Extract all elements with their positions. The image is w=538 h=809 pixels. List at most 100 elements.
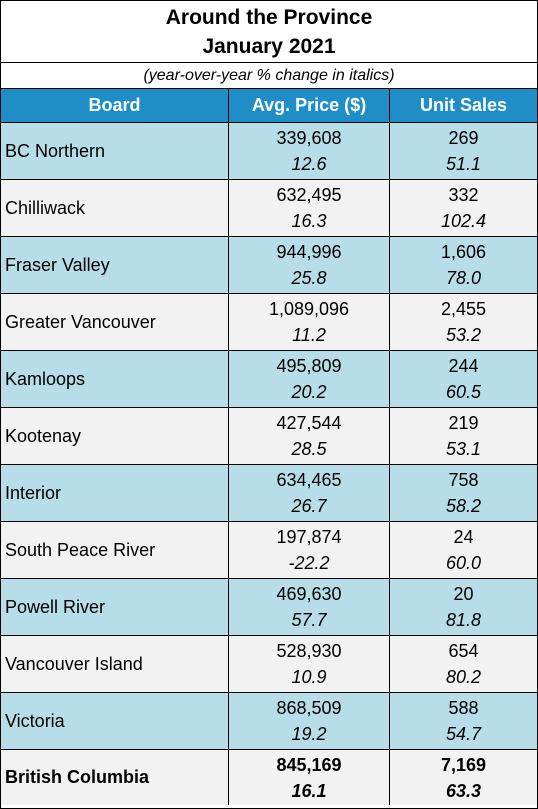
sales-cell: 244 60.5 (390, 351, 537, 407)
board-name: Kamloops (1, 351, 229, 407)
sales-value: 1,606 (440, 242, 487, 262)
price-cell: 632,495 16.3 (229, 180, 390, 236)
total-board-name: British Columbia (1, 750, 229, 805)
board-name: South Peace River (1, 522, 229, 578)
board-name: Fraser Valley (1, 237, 229, 293)
sales-change: 80.2 (445, 667, 482, 687)
sales-change: 51.1 (445, 154, 482, 174)
table-row: Fraser Valley 944,996 25.8 1,606 78.0 (1, 237, 537, 294)
board-name: Kootenay (1, 408, 229, 464)
sales-change: 102.4 (440, 211, 487, 231)
header-row: Board Avg. Price ($) Unit Sales (1, 89, 537, 123)
price-change: 28.5 (291, 439, 327, 459)
table-row: Vancouver Island 528,930 10.9 654 80.2 (1, 636, 537, 693)
table-subtitle: (year-over-year % change in italics) (1, 63, 537, 89)
price-value: 197,874 (276, 527, 342, 547)
sales-value: 244 (448, 356, 479, 376)
sales-cell: 24 60.0 (390, 522, 537, 578)
price-cell: 197,874 -22.2 (229, 522, 390, 578)
price-cell: 339,608 12.6 (229, 123, 390, 179)
price-value: 1,089,096 (268, 299, 350, 319)
price-change: 26.7 (291, 496, 327, 516)
board-name: Interior (1, 465, 229, 521)
table-row: Kootenay 427,544 28.5 219 53.1 (1, 408, 537, 465)
sales-change: 78.0 (445, 268, 482, 288)
board-name: Vancouver Island (1, 636, 229, 692)
sales-change: 54.7 (445, 724, 482, 744)
price-cell: 634,465 26.7 (229, 465, 390, 521)
sales-cell: 1,606 78.0 (390, 237, 537, 293)
table-row: Kamloops 495,809 20.2 244 60.5 (1, 351, 537, 408)
sales-cell: 588 54.7 (390, 693, 537, 749)
sales-value: 654 (448, 641, 479, 661)
price-change: 16.3 (291, 211, 327, 231)
price-change: 19.2 (291, 724, 327, 744)
sales-value: 20 (453, 584, 474, 604)
table-body: BC Northern 339,608 12.6 269 51.1 Chilliwa… (1, 123, 537, 805)
sales-change: 60.0 (445, 553, 482, 573)
sales-cell: 219 53.1 (390, 408, 537, 464)
table-title: Around the Province January 2021 (1, 1, 537, 63)
sales-cell: 332 102.4 (390, 180, 537, 236)
price-cell: 495,809 20.2 (229, 351, 390, 407)
sales-value: 332 (448, 185, 479, 205)
price-cell: 528,930 10.9 (229, 636, 390, 692)
table-row: Interior 634,465 26.7 758 58.2 (1, 465, 537, 522)
sales-value: 269 (448, 128, 479, 148)
price-change: 11.2 (292, 325, 326, 345)
header-sales: Unit Sales (419, 95, 508, 115)
price-value: 339,608 (276, 128, 342, 148)
price-value: 528,930 (276, 641, 342, 661)
board-name: Powell River (1, 579, 229, 635)
price-value: 634,465 (276, 470, 342, 490)
sales-change: 53.2 (445, 325, 482, 345)
sales-change: 81.8 (445, 610, 482, 630)
total-price-change: 16.1 (291, 780, 327, 801)
sales-cell: 758 58.2 (390, 465, 537, 521)
board-name: Greater Vancouver (1, 294, 229, 350)
sales-cell: 2,455 53.2 (390, 294, 537, 350)
sales-cell: 269 51.1 (390, 123, 537, 179)
total-price-cell: 845,169 16.1 (229, 750, 390, 805)
sales-change: 60.5 (445, 382, 482, 402)
price-cell: 469,630 57.7 (229, 579, 390, 635)
title-line-2: January 2021 (202, 35, 336, 58)
sales-value: 588 (448, 698, 479, 718)
price-change: -22.2 (288, 553, 330, 573)
sales-value: 2,455 (440, 299, 487, 319)
total-price-value: 845,169 (276, 754, 342, 775)
board-name: Chilliwack (1, 180, 229, 236)
sales-value: 758 (448, 470, 479, 490)
price-change: 20.2 (291, 382, 327, 402)
price-change: 12.6 (291, 154, 327, 174)
sales-value: 24 (453, 527, 474, 547)
header-board: Board (1, 89, 229, 122)
table-row: Victoria 868,509 19.2 588 54.7 (1, 693, 537, 750)
price-value: 495,809 (276, 356, 342, 376)
price-value: 944,996 (276, 242, 342, 262)
total-sales-cell: 7,169 63.3 (390, 750, 537, 805)
total-sales-change: 63.3 (445, 780, 482, 801)
total-sales-value: 7,169 (440, 754, 487, 775)
table-row: Powell River 469,630 57.7 20 81.8 (1, 579, 537, 636)
price-cell: 427,544 28.5 (229, 408, 390, 464)
total-row: British Columbia 845,169 16.1 7,169 63.3 (1, 750, 537, 805)
sales-change: 53.1 (445, 439, 482, 459)
table-row: Chilliwack 632,495 16.3 332 102.4 (1, 180, 537, 237)
price-cell: 944,996 25.8 (229, 237, 390, 293)
price-cell: 1,089,096 11.2 (229, 294, 390, 350)
table-row: BC Northern 339,608 12.6 269 51.1 (1, 123, 537, 180)
price-change: 57.7 (291, 610, 327, 630)
price-change: 10.9 (291, 667, 327, 687)
board-name: Victoria (1, 693, 229, 749)
table-row: South Peace River 197,874 -22.2 24 60.0 (1, 522, 537, 579)
title-line-1: Around the Province (165, 6, 373, 29)
sales-cell: 654 80.2 (390, 636, 537, 692)
price-value: 427,544 (276, 413, 342, 433)
price-value: 868,509 (276, 698, 342, 718)
price-change: 25.8 (291, 268, 327, 288)
price-value: 469,630 (276, 584, 342, 604)
sales-change: 58.2 (445, 496, 482, 516)
price-cell: 868,509 19.2 (229, 693, 390, 749)
